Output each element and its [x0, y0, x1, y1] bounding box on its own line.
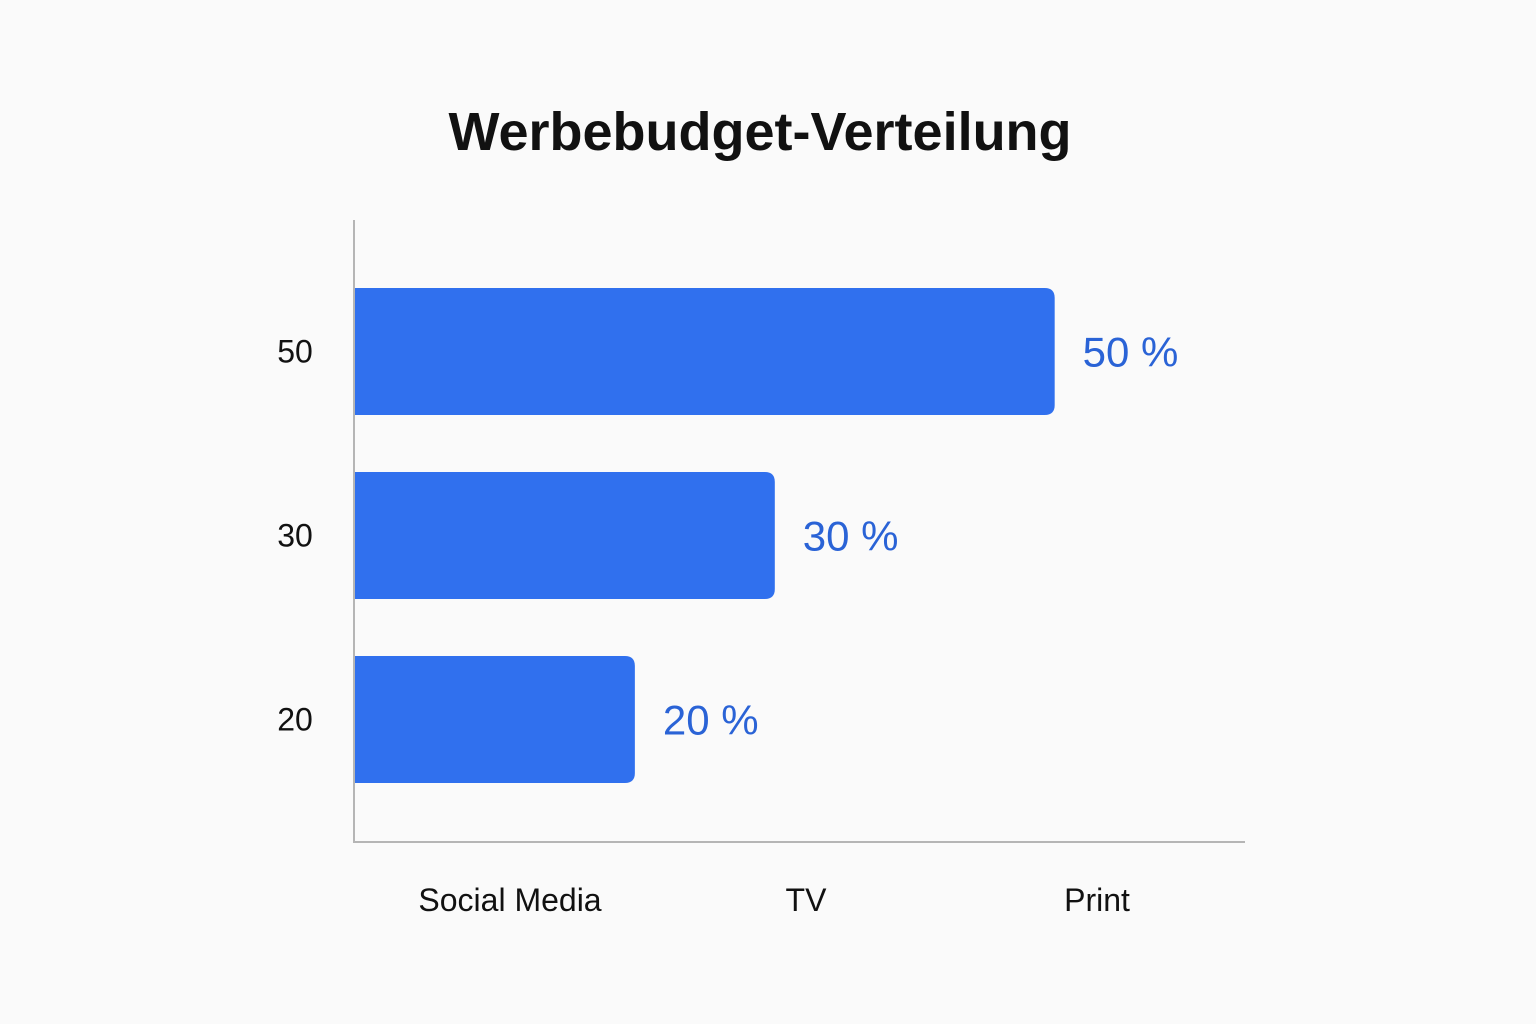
chart-title: Werbebudget-Verteilung	[448, 102, 1071, 162]
x-tick-label: Print	[1064, 882, 1130, 918]
axes-layer	[353, 220, 1245, 843]
bar-social-media	[355, 288, 1055, 415]
bar-tv	[355, 472, 775, 599]
value-label: 50 %	[1083, 329, 1179, 376]
y-tick-label: 30	[277, 518, 313, 554]
value-label: 30 %	[803, 513, 899, 560]
x-tick-label: TV	[786, 882, 828, 918]
labels-layer: 50 % 50 30 % 30 20 % 20 Social Media TV Print	[277, 329, 1178, 919]
value-label: 20 %	[663, 697, 759, 744]
bar-print	[355, 656, 635, 783]
x-tick-label: Social Media	[418, 882, 601, 918]
bars-layer	[355, 288, 1055, 783]
y-tick-label: 20	[277, 702, 313, 738]
y-tick-label: 50	[277, 334, 313, 370]
